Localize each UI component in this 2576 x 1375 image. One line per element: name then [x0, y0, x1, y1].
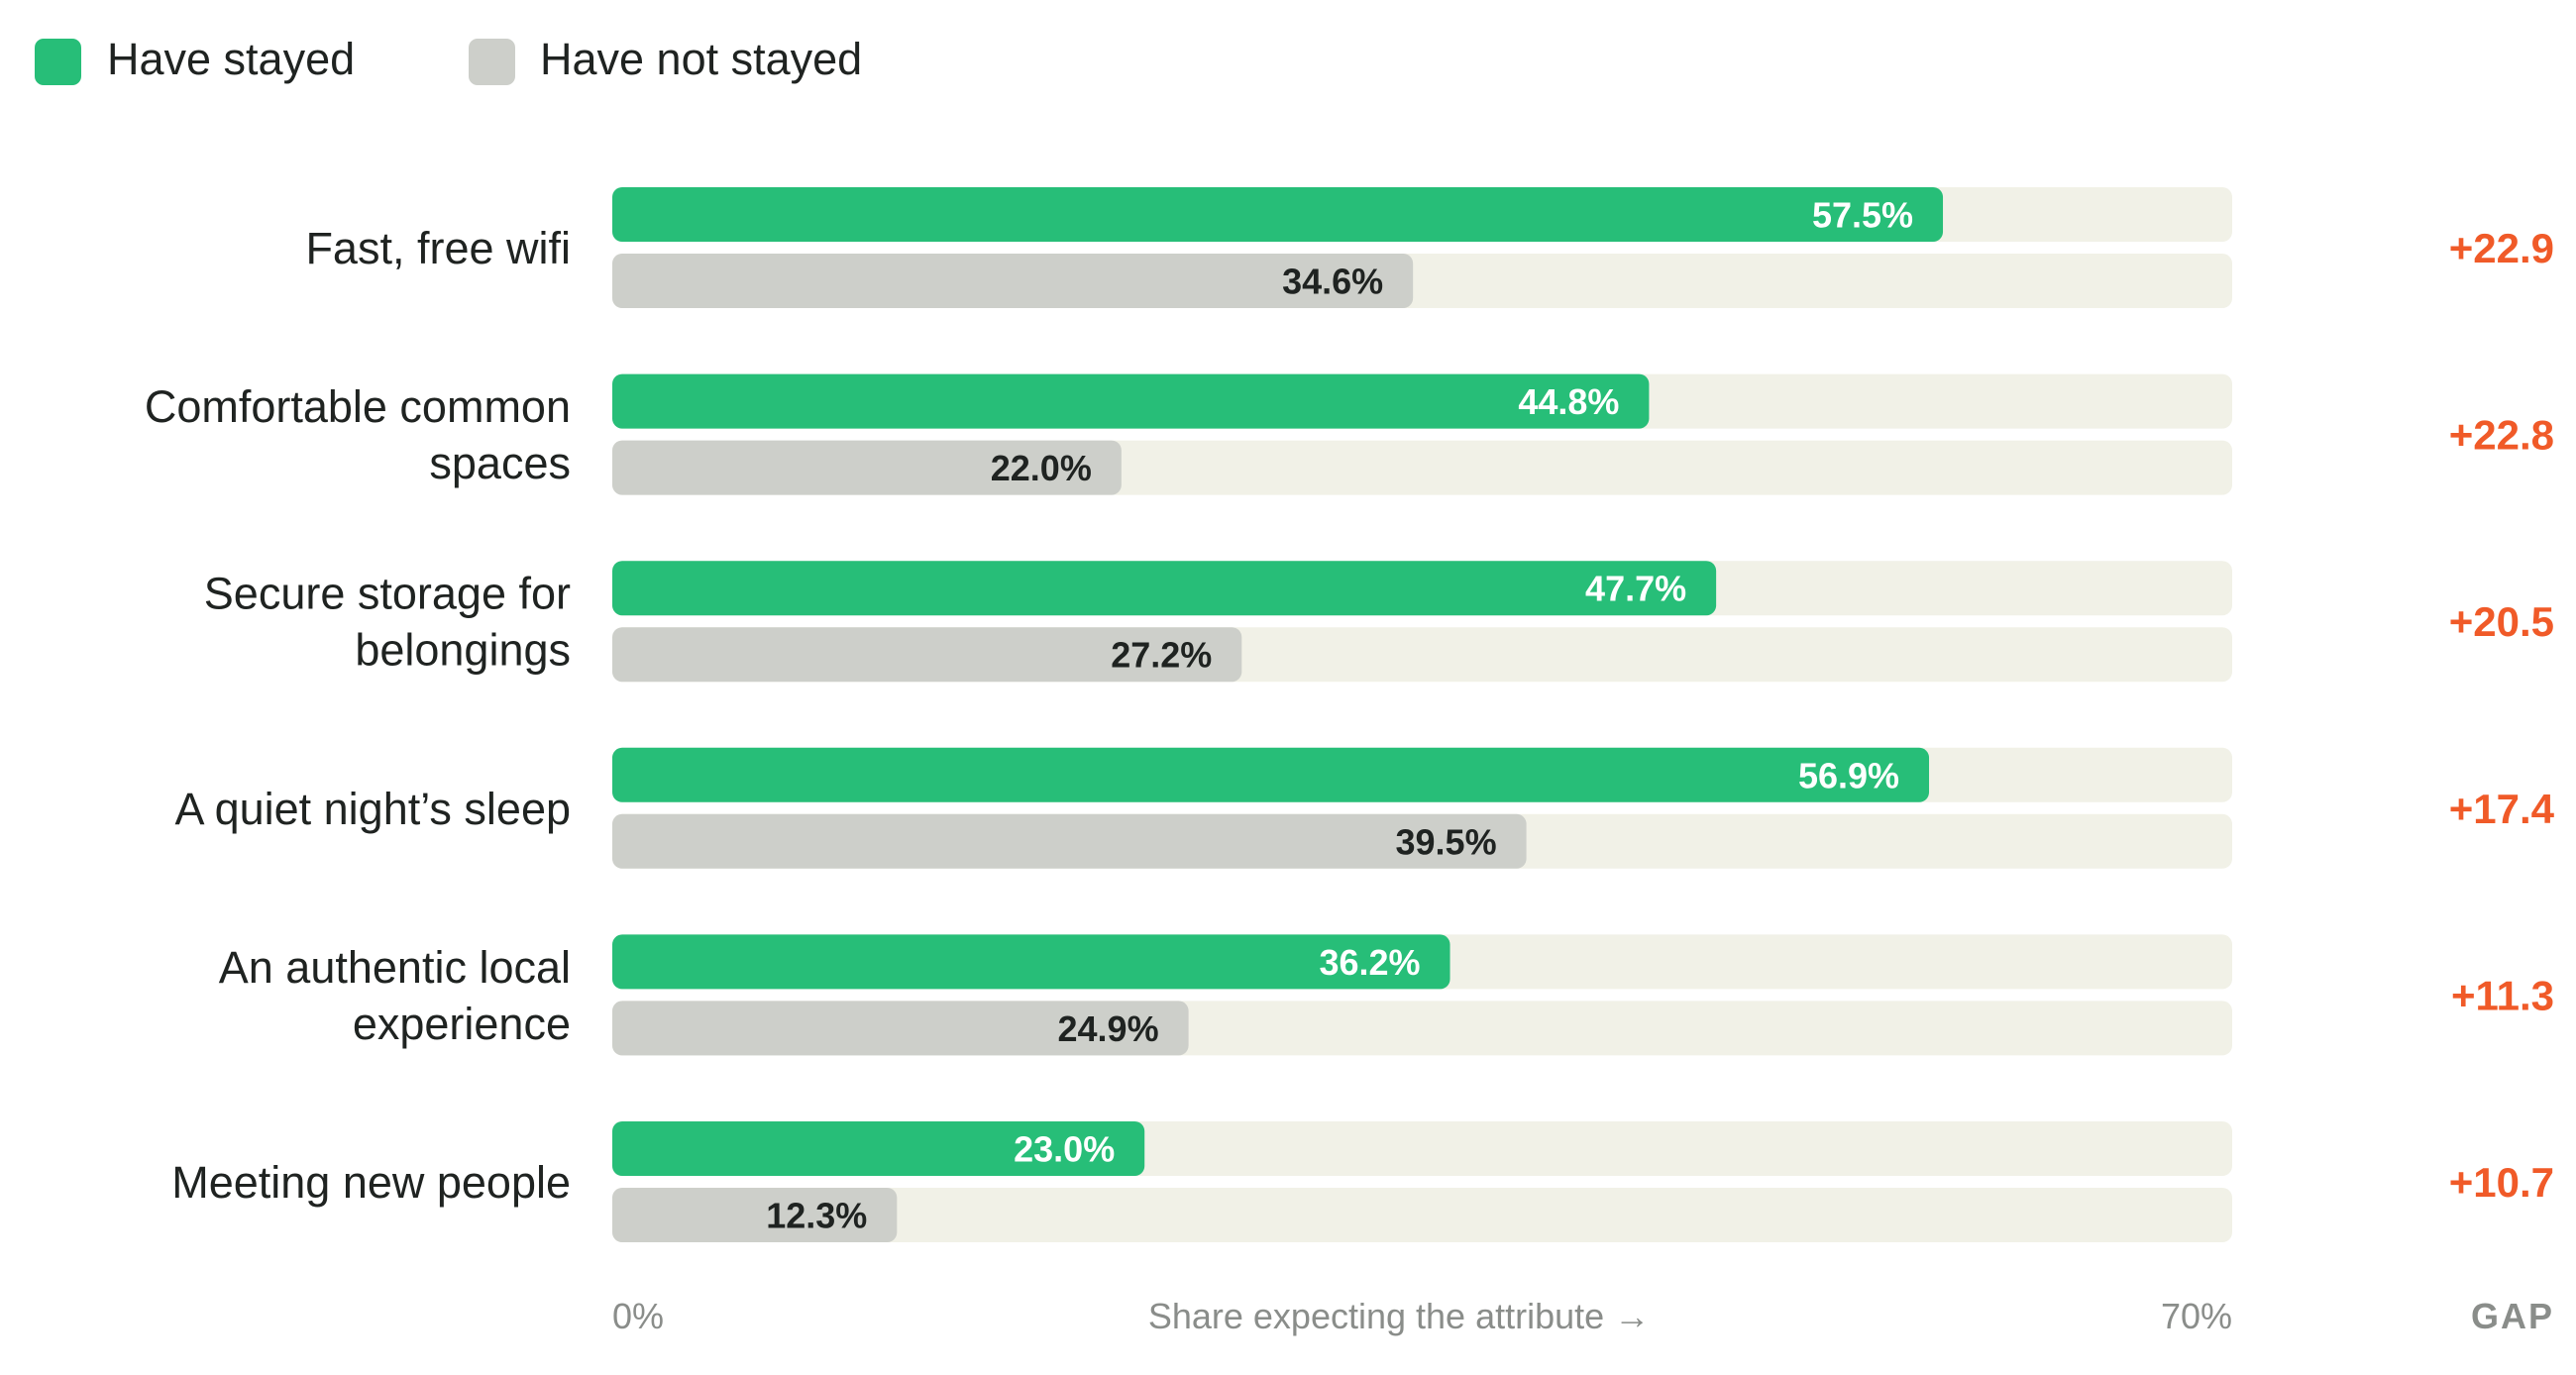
- row-2: Comfortable common spaces 44.8% 22.0% +22.8: [145, 373, 2554, 495]
- x-tick-max: 70%: [2161, 1296, 2232, 1336]
- category-label: Secure storage for belongings: [204, 569, 571, 676]
- bar-have-not-stayed: [612, 627, 1242, 683]
- bar-have-stayed: [612, 373, 1650, 429]
- category-label: Meeting new people: [171, 1157, 571, 1208]
- bar-have-stayed: [612, 934, 1450, 990]
- legend-swatch-2: [469, 39, 515, 85]
- category-label: Comfortable common spaces: [145, 381, 571, 488]
- category-label: A quiet night’s sleep: [175, 784, 571, 834]
- bar-have-not-stayed: [612, 813, 1527, 869]
- gap-value: +17.4: [2449, 786, 2555, 832]
- data-label: 56.9%: [1798, 755, 1899, 795]
- bar-have-stayed: [612, 1121, 1145, 1176]
- bar-have-not-stayed: [612, 440, 1122, 495]
- bar-have-not-stayed: [612, 1001, 1189, 1056]
- data-label: 36.2%: [1319, 942, 1420, 983]
- gap-header: GAP: [2471, 1296, 2554, 1336]
- x-tick-min: 0%: [612, 1296, 664, 1336]
- row-5: An authentic local experience 36.2% 24.9% +1…: [219, 934, 2554, 1056]
- row-4: A quiet night’s sleep 56.9% 39.5% +17.4: [175, 747, 2555, 869]
- bar-have-stayed: [612, 747, 1930, 802]
- gap-value: +20.5: [2449, 598, 2554, 645]
- chart-rows: Fast, free wifi 57.5% 34.6% +22.9 Comfortabl…: [145, 187, 2555, 1242]
- category-label: An authentic local experience: [219, 942, 571, 1049]
- data-label: 23.0%: [1014, 1129, 1115, 1170]
- legend: Have stayed Have not stayed: [35, 34, 862, 85]
- legend-swatch-1: [35, 39, 81, 85]
- row-1: Fast, free wifi 57.5% 34.6% +22.9: [305, 187, 2554, 308]
- data-label: 24.9%: [1058, 1008, 1159, 1049]
- data-label: 22.0%: [991, 448, 1092, 488]
- bar-have-stayed: [612, 187, 1944, 242]
- data-label: 44.8%: [1518, 381, 1619, 422]
- bar-have-not-stayed: [612, 1188, 898, 1242]
- bar-track: [612, 1188, 2232, 1242]
- gap-value: +10.7: [2449, 1159, 2554, 1206]
- data-label: 34.6%: [1282, 262, 1383, 302]
- data-label: 39.5%: [1396, 821, 1497, 862]
- data-label: 27.2%: [1111, 635, 1212, 676]
- gap-value: +22.9: [2449, 225, 2554, 271]
- x-axis-label: Share expecting the attribute →: [1148, 1296, 1650, 1336]
- data-label: 57.5%: [1812, 195, 1913, 236]
- data-label: 47.7%: [1585, 569, 1686, 609]
- gap-value: +11.3: [2451, 972, 2554, 1018]
- row-3: Secure storage for belongings 47.7% 27.2% +2…: [204, 561, 2554, 683]
- gap-value: +22.8: [2449, 412, 2554, 459]
- category-label: Fast, free wifi: [305, 223, 571, 273]
- bar-have-not-stayed: [612, 254, 1414, 308]
- bar-have-stayed: [612, 561, 1717, 616]
- data-label: 12.3%: [766, 1196, 867, 1236]
- legend-label-2: Have not stayed: [540, 34, 862, 84]
- x-axis: 0% 70% Share expecting the attribute → GAP: [612, 1296, 2554, 1336]
- legend-label-1: Have stayed: [107, 34, 355, 84]
- row-6: Meeting new people 23.0% 12.3% +10.7: [171, 1121, 2554, 1242]
